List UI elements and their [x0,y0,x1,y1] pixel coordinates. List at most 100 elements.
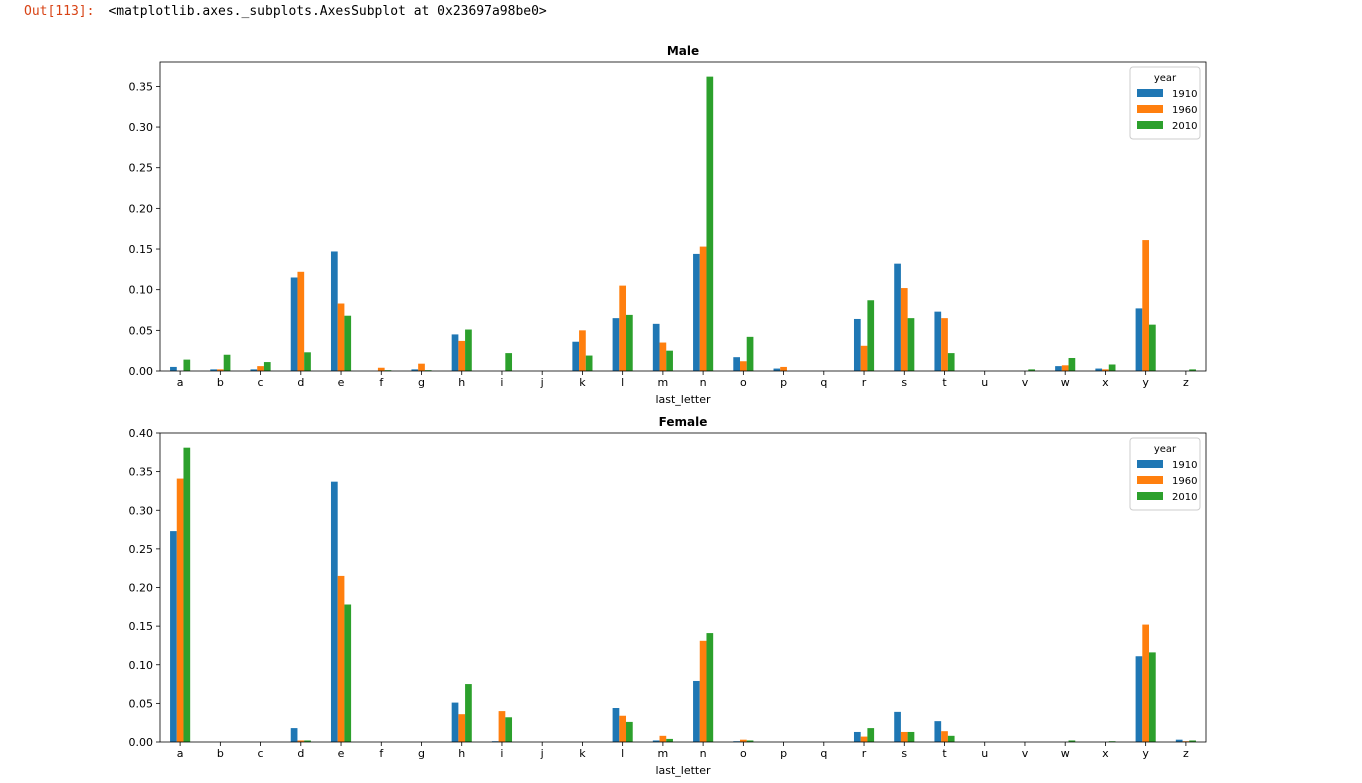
bar-g-2010 [424,370,432,371]
bar-f-2010 [384,370,392,371]
bar-s-2010 [907,731,915,742]
bar-d-2010 [304,740,311,742]
bar-t-2010 [947,735,955,742]
x-tick-label: f [379,747,384,760]
bar-l-2010 [626,314,633,371]
bar-m-1960 [659,735,667,742]
x-tick-label: j [540,747,544,760]
bar-h-2010 [465,329,472,371]
bar-v-2010 [1028,369,1036,371]
legend: year 1910 1960 2010 [1129,66,1201,140]
x-tick-label: b [217,376,224,389]
output-line: Out[113]: <matplotlib.axes._subplots.Axes… [24,2,547,22]
x-tick-label: k [579,747,586,760]
x-axis-label: last_letter [655,393,711,406]
bar-k-1960 [579,330,586,371]
plot-frame [159,61,1207,372]
bar-m-1910 [652,323,660,371]
x-axis-label: last_letter [655,764,711,777]
bar-n-1910 [693,680,700,742]
x-tick-label: n [700,747,707,760]
bar-s-1910 [894,263,901,371]
legend-label-1910: 1910 [1172,460,1197,471]
x-tick-label: k [579,376,586,389]
y-tick-label: 0.20 [129,202,154,215]
bar-m-1910 [652,740,660,742]
x-tick-label: v [1022,376,1029,389]
bar-e-2010 [344,315,352,371]
x-tick-label: i [500,376,503,389]
y-tick-label: 0.05 [129,697,154,710]
y-tick-label: 0.10 [129,659,154,672]
x-tick-label: q [820,376,827,389]
bar-c-2010 [263,362,271,371]
bar-r-1910 [853,318,861,371]
y-tick-label: 0.40 [129,427,154,440]
legend-label-1960: 1960 [1172,476,1197,487]
x-tick-label: a [177,376,184,389]
bar-r-1960 [860,736,868,742]
bar-r-2010 [867,300,875,371]
y-tick-label: 0.35 [129,80,154,93]
bar-t-1960 [941,318,948,371]
bar-k-2010 [585,355,593,371]
x-tick-label: y [1142,376,1149,389]
x-tick-label: h [458,376,465,389]
legend-swatch-1910 [1137,460,1163,468]
bar-p-1910 [773,368,781,371]
bar-z-2010 [1189,369,1196,371]
bar-g-1910 [411,369,419,371]
bar-o-1960 [739,361,747,371]
legend-label-2010: 2010 [1172,492,1197,503]
bar-x-1960 [1102,369,1109,371]
y-tick-label: 0.00 [129,365,154,378]
x-tick-label: z [1183,376,1189,389]
x-tick-label: y [1142,747,1149,760]
bar-f-1960 [377,367,385,371]
bar-h-1910 [451,334,459,371]
x-tick-label: p [780,376,787,389]
legend-title: year [1154,444,1177,455]
bar-e-1910 [330,481,338,742]
bar-n-1960 [699,246,707,371]
x-tick-label: u [981,747,988,760]
chart-title: Male [667,44,699,58]
bar-c-1960 [257,366,264,371]
bar-y-1960 [1142,624,1150,742]
x-tick-label: l [621,376,624,389]
x-tick-label: m [658,747,669,760]
x-tick-label: s [901,376,907,389]
bar-m-2010 [666,350,673,371]
legend-label-1910: 1910 [1172,89,1197,100]
bar-r-1910 [853,731,861,742]
y-tick-label: 0.10 [129,284,154,297]
bar-h-1960 [458,340,466,371]
bar-s-2010 [907,318,915,371]
bar-l-1960 [619,285,627,371]
bar-w-2010 [1068,357,1076,371]
x-tick-label: c [258,747,264,760]
bar-i-1960 [498,711,506,742]
bar-n-2010 [706,633,714,742]
chart-title: Female [659,415,708,429]
x-tick-label: o [740,376,747,389]
bar-i-2010 [505,717,513,742]
bar-g-1960 [418,363,425,371]
bar-n-2010 [706,76,714,371]
bar-o-1960 [739,739,747,742]
bar-d-1960 [297,271,305,371]
bar-t-1960 [941,731,948,742]
bar-r-1960 [860,345,868,371]
bar-s-1960 [900,731,908,742]
x-tick-label: l [621,747,624,760]
bar-p-1960 [780,366,787,371]
bar-x-2010 [1108,364,1116,371]
x-tick-label: d [297,747,304,760]
bar-d-1910 [290,728,298,742]
y-tick-label: 0.30 [129,121,154,134]
x-tick-label: x [1102,376,1109,389]
legend-swatch-1960 [1137,476,1163,484]
x-tick-label: w [1061,376,1070,389]
y-tick-label: 0.25 [129,162,154,175]
bar-y-1910 [1135,656,1143,742]
